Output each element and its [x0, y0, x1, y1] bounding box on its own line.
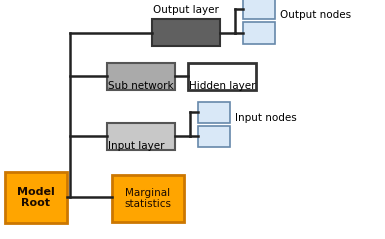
FancyBboxPatch shape [198, 126, 230, 147]
FancyBboxPatch shape [107, 123, 175, 150]
Text: Model
Root: Model Root [17, 187, 55, 208]
Text: Output nodes: Output nodes [280, 11, 351, 21]
FancyBboxPatch shape [112, 175, 184, 222]
Text: Hidden layer: Hidden layer [189, 81, 256, 91]
FancyBboxPatch shape [243, 0, 275, 19]
FancyBboxPatch shape [107, 63, 175, 90]
FancyBboxPatch shape [188, 63, 256, 90]
FancyBboxPatch shape [198, 102, 230, 123]
Text: Output layer: Output layer [153, 5, 219, 16]
FancyBboxPatch shape [243, 22, 275, 43]
FancyBboxPatch shape [5, 172, 67, 223]
Text: Input layer: Input layer [108, 141, 164, 151]
Text: Sub network: Sub network [108, 81, 174, 91]
Text: Marginal
statistics: Marginal statistics [124, 188, 171, 209]
FancyBboxPatch shape [152, 19, 220, 46]
Text: Input nodes: Input nodes [235, 113, 297, 123]
